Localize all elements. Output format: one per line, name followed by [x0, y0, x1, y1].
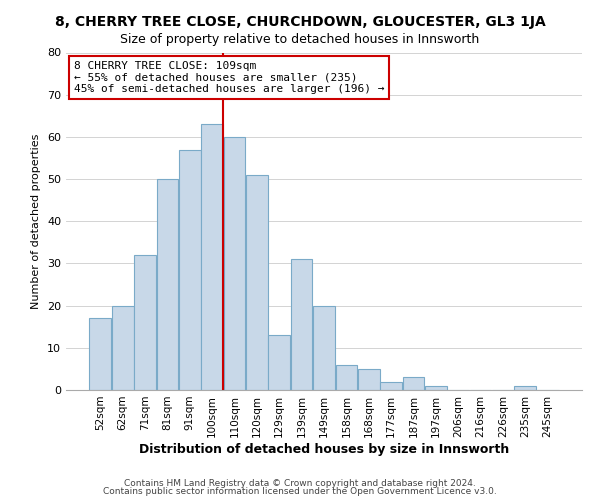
Bar [514, 386, 536, 390]
Bar [202, 124, 223, 390]
Text: Contains public sector information licensed under the Open Government Licence v3: Contains public sector information licen… [103, 487, 497, 496]
Bar [157, 179, 178, 390]
Bar [291, 259, 313, 390]
Text: Size of property relative to detached houses in Innsworth: Size of property relative to detached ho… [121, 32, 479, 46]
Bar [313, 306, 335, 390]
Bar [358, 369, 380, 390]
Bar [246, 175, 268, 390]
Bar [134, 255, 156, 390]
Text: 8 CHERRY TREE CLOSE: 109sqm
← 55% of detached houses are smaller (235)
45% of se: 8 CHERRY TREE CLOSE: 109sqm ← 55% of det… [74, 61, 384, 94]
Bar [112, 306, 134, 390]
Bar [89, 318, 111, 390]
Bar [335, 364, 357, 390]
Bar [179, 150, 200, 390]
Y-axis label: Number of detached properties: Number of detached properties [31, 134, 41, 309]
Bar [268, 335, 290, 390]
Bar [224, 137, 245, 390]
Text: 8, CHERRY TREE CLOSE, CHURCHDOWN, GLOUCESTER, GL3 1JA: 8, CHERRY TREE CLOSE, CHURCHDOWN, GLOUCE… [55, 15, 545, 29]
Bar [403, 378, 424, 390]
Bar [380, 382, 402, 390]
Text: Contains HM Land Registry data © Crown copyright and database right 2024.: Contains HM Land Registry data © Crown c… [124, 478, 476, 488]
Bar [425, 386, 446, 390]
X-axis label: Distribution of detached houses by size in Innsworth: Distribution of detached houses by size … [139, 442, 509, 456]
